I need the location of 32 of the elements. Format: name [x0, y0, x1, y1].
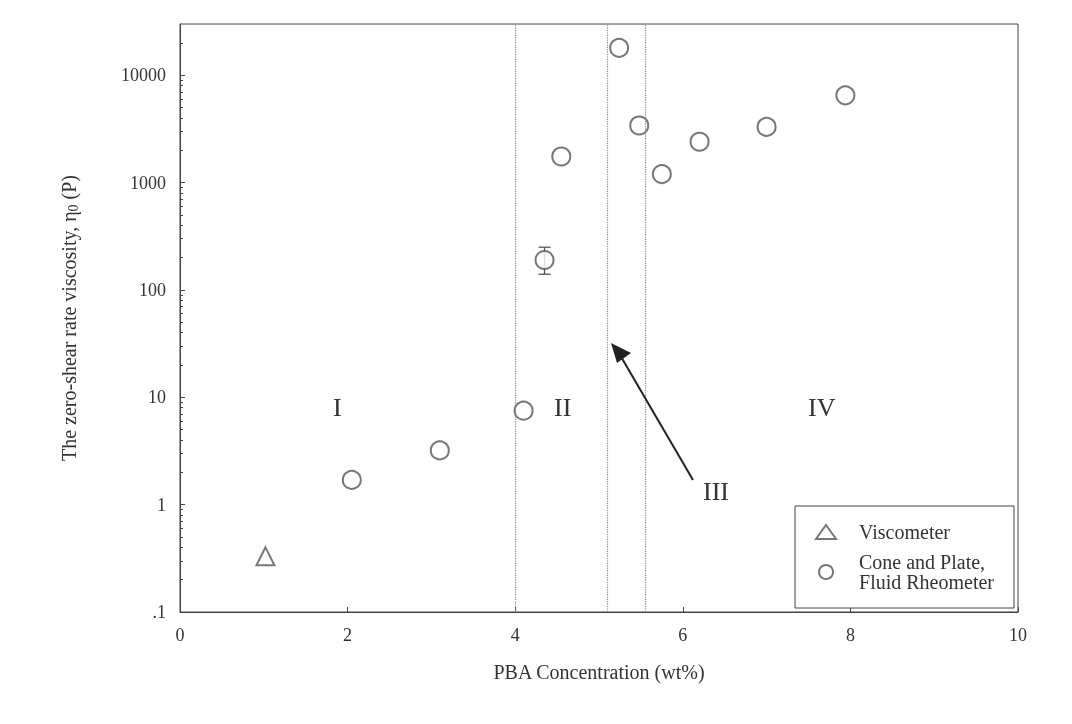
y-tick-label: 10000	[121, 65, 166, 86]
x-tick-label: 6	[678, 625, 688, 645]
point	[341, 469, 362, 490]
annotation: II	[554, 392, 572, 422]
point	[551, 146, 572, 167]
y-tick-label: 100	[139, 279, 166, 300]
point	[429, 440, 450, 461]
point	[651, 164, 672, 185]
point	[629, 115, 650, 136]
annotation: I	[333, 392, 342, 422]
point	[689, 131, 710, 152]
y-tick-label: 1000	[130, 172, 166, 193]
point	[835, 85, 856, 106]
x-axis-title: PBA Concentration (wt%)	[493, 661, 705, 684]
y-tick-label: .1	[152, 602, 166, 622]
legend-label: Cone and Plate, Fluid Rheometer	[859, 551, 995, 593]
point	[609, 37, 630, 58]
point	[534, 250, 555, 270]
y-tick-label: 10	[148, 387, 166, 408]
y-tick-label: 1	[157, 494, 166, 515]
x-tick-label: 0	[175, 625, 185, 645]
annotation: III	[703, 476, 729, 506]
x-tick-label: 4	[510, 625, 520, 645]
x-tick-label: 10	[1009, 625, 1027, 645]
x-tick-label: 8	[845, 625, 855, 645]
point	[756, 116, 777, 137]
y-axis-title: The zero-shear rate viscosity, η0 (P)	[58, 174, 81, 462]
x-tick-label: 2	[343, 625, 353, 645]
annotation: IV	[808, 392, 836, 422]
point	[255, 546, 276, 567]
legend-label: Viscometer	[859, 521, 951, 543]
point	[513, 400, 534, 421]
